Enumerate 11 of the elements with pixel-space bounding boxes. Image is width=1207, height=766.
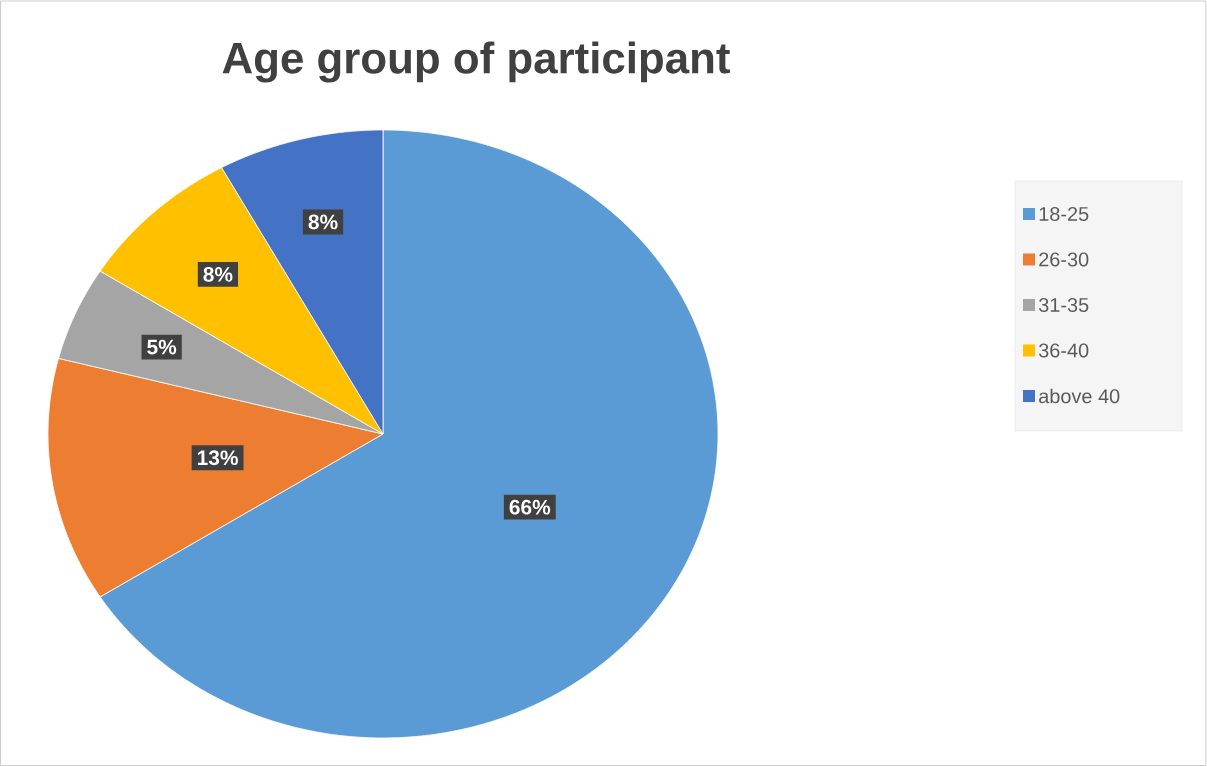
- data-label: 8%: [308, 214, 338, 230]
- legend-label: above 40: [1039, 388, 1120, 404]
- legend-label: 31-35: [1038, 297, 1089, 313]
- legend-label: 36-40: [1038, 343, 1089, 358]
- legend-label: 26-30: [1039, 252, 1089, 267]
- chart-title: Age group of participant: [222, 41, 730, 83]
- data-label: 13%: [197, 450, 238, 466]
- data-label: 8%: [203, 267, 233, 282]
- legend-label: 18-25: [1039, 206, 1089, 222]
- data-label: 5%: [147, 339, 177, 355]
- data-label: 66%: [509, 499, 551, 515]
